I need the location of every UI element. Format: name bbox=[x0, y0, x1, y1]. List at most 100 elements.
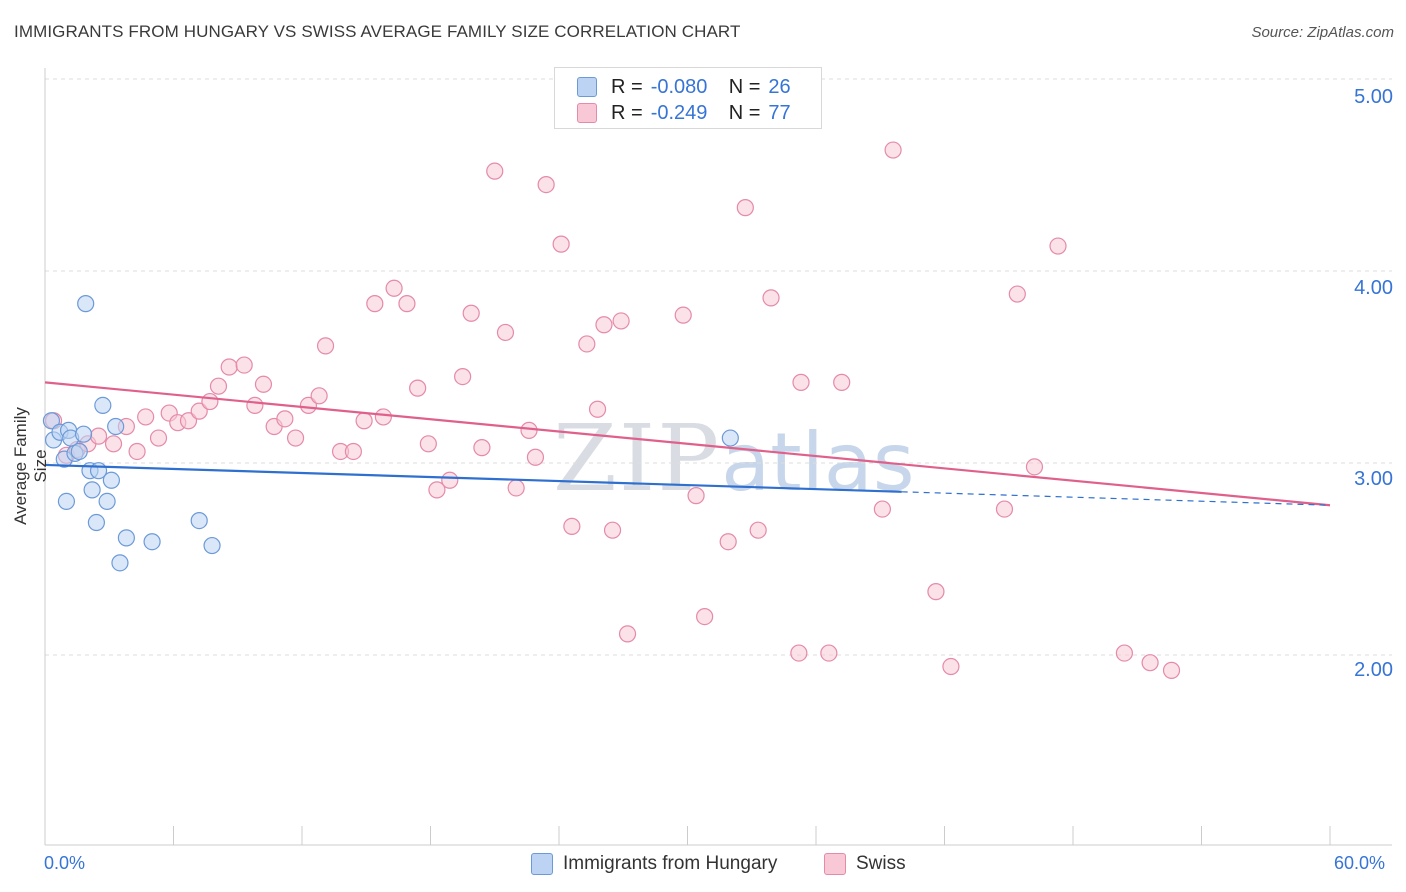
data-point bbox=[749, 521, 767, 539]
data-point bbox=[612, 312, 630, 330]
stats-legend: R = -0.080 N = 26 R = -0.249 N = 77 bbox=[554, 67, 822, 129]
data-point bbox=[687, 487, 705, 505]
hungary-legend-swatch bbox=[531, 853, 553, 875]
y-tick-label-4: 4.00 bbox=[1354, 277, 1393, 299]
hungary-swatch bbox=[577, 77, 597, 97]
data-point bbox=[884, 141, 902, 159]
data-point bbox=[496, 323, 515, 342]
data-point bbox=[209, 377, 228, 395]
data-point bbox=[128, 442, 146, 461]
hungary-legend-label: Immigrants from Hungary bbox=[563, 853, 778, 874]
data-point bbox=[87, 513, 106, 532]
data-point bbox=[790, 644, 808, 662]
data-point bbox=[618, 625, 637, 643]
data-point bbox=[385, 279, 403, 297]
legend-item-hungary[interactable]: Immigrants from Hungary bbox=[531, 851, 777, 877]
data-point bbox=[42, 412, 61, 430]
data-point bbox=[203, 536, 221, 555]
r-label: R = bbox=[611, 101, 643, 124]
data-point bbox=[942, 657, 960, 676]
data-point bbox=[833, 373, 851, 391]
source-label: Source: ZipAtlas.com bbox=[1251, 24, 1394, 41]
data-point bbox=[316, 337, 335, 355]
data-point bbox=[111, 554, 129, 572]
data-point bbox=[107, 417, 125, 436]
data-point bbox=[419, 435, 437, 453]
data-point bbox=[276, 410, 294, 428]
data-point bbox=[398, 295, 416, 313]
y-tick-label-3: 3.00 bbox=[1354, 468, 1393, 490]
trend-lines bbox=[44, 381, 1331, 507]
data-point bbox=[1115, 644, 1134, 662]
data-point bbox=[70, 442, 88, 461]
y-axis-label: Average Family Size bbox=[11, 407, 50, 525]
x-tick-label-max: 60.0% bbox=[1334, 853, 1386, 873]
hungary-trend-line bbox=[44, 463, 902, 493]
data-point bbox=[77, 295, 95, 313]
legend-item-swiss[interactable]: Swiss bbox=[824, 851, 906, 877]
data-point bbox=[220, 358, 238, 376]
n-value: 26 bbox=[768, 75, 791, 98]
data-point bbox=[409, 379, 427, 397]
data-point bbox=[428, 481, 446, 499]
data-point bbox=[820, 644, 838, 662]
data-point bbox=[588, 400, 607, 418]
chart-title: IMMIGRANTS FROM HUNGARY VS SWISS AVERAGE… bbox=[14, 22, 741, 41]
data-point bbox=[441, 471, 459, 489]
data-point bbox=[149, 429, 168, 447]
data-point bbox=[201, 392, 219, 411]
data-point bbox=[1049, 237, 1067, 255]
r-value: -0.080 bbox=[650, 75, 708, 98]
data-point bbox=[94, 396, 112, 414]
y-tick-label-5: 5.00 bbox=[1354, 86, 1393, 108]
data-point bbox=[57, 492, 76, 510]
data-point bbox=[1008, 285, 1026, 303]
data-point bbox=[674, 306, 692, 324]
data-point bbox=[137, 408, 155, 426]
axes bbox=[44, 68, 1392, 846]
data-point bbox=[486, 162, 504, 180]
swiss-swatch bbox=[577, 103, 597, 123]
data-point bbox=[117, 529, 135, 547]
data-point bbox=[74, 425, 93, 443]
n-value: 77 bbox=[768, 101, 791, 124]
r-label: R = bbox=[611, 75, 643, 98]
legend-row-hungary: R = -0.080 N = 26 bbox=[577, 74, 791, 100]
data-point bbox=[102, 471, 120, 489]
data-point bbox=[1141, 654, 1159, 672]
data-point bbox=[254, 375, 273, 393]
n-label: N = bbox=[728, 101, 761, 124]
r-value: -0.249 bbox=[650, 101, 708, 124]
data-point bbox=[299, 396, 318, 414]
data-point bbox=[454, 368, 472, 386]
data-point bbox=[719, 533, 737, 551]
n-label: N = bbox=[728, 75, 761, 98]
data-point bbox=[83, 481, 101, 499]
data-point bbox=[552, 235, 570, 253]
y-tick-label-2: 2.00 bbox=[1354, 659, 1393, 681]
legend-row-swiss: R = -0.249 N = 77 bbox=[577, 100, 791, 126]
data-point bbox=[537, 176, 555, 194]
data-point bbox=[143, 533, 161, 551]
data-point bbox=[520, 421, 538, 439]
data-point bbox=[736, 199, 754, 217]
data-point bbox=[721, 429, 739, 447]
data-point bbox=[310, 387, 328, 405]
data-point bbox=[104, 435, 123, 453]
data-point bbox=[995, 500, 1014, 518]
data-point bbox=[246, 396, 264, 414]
data-point bbox=[286, 429, 305, 447]
data-point bbox=[526, 448, 545, 466]
series-swiss bbox=[44, 141, 1181, 679]
data-point bbox=[355, 412, 373, 430]
data-point bbox=[603, 521, 622, 539]
data-point bbox=[873, 500, 891, 518]
swiss-legend-swatch bbox=[824, 853, 846, 875]
swiss-trend-line bbox=[44, 381, 1331, 507]
data-point bbox=[595, 316, 613, 334]
data-point bbox=[927, 583, 945, 601]
data-point bbox=[473, 439, 491, 457]
data-point bbox=[235, 356, 253, 374]
data-point bbox=[507, 479, 525, 497]
x-tick-label-min: 0.0% bbox=[44, 853, 86, 873]
